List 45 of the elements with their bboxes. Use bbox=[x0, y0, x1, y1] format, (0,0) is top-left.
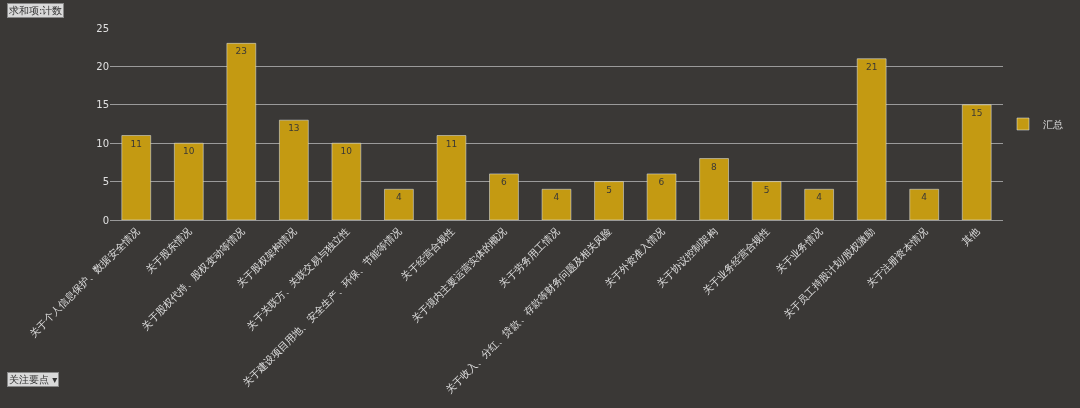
data-label: 13 bbox=[288, 123, 300, 134]
y-tick-label: 10 bbox=[96, 137, 109, 149]
bar bbox=[856, 58, 887, 220]
bar bbox=[751, 181, 782, 220]
data-label: 11 bbox=[130, 138, 142, 149]
y-tick-label: 5 bbox=[102, 176, 109, 188]
data-label: 6 bbox=[500, 176, 507, 187]
data-label: 5 bbox=[606, 184, 612, 195]
bar bbox=[174, 142, 204, 220]
data-label: 4 bbox=[921, 192, 928, 203]
bar bbox=[489, 173, 519, 220]
text: 求和项:计数 bbox=[9, 5, 63, 16]
bar bbox=[436, 135, 467, 220]
text: 关注要点 ▾ bbox=[9, 374, 58, 385]
data-label: 8 bbox=[711, 161, 718, 172]
data-label: 11 bbox=[445, 138, 458, 149]
bar bbox=[226, 43, 257, 220]
data-label: 21 bbox=[865, 61, 878, 72]
y-tick-label: 20 bbox=[96, 60, 109, 72]
bar bbox=[384, 189, 414, 220]
y-tick-label: 25 bbox=[96, 22, 109, 34]
bar bbox=[121, 135, 151, 220]
data-label: 10 bbox=[340, 146, 353, 157]
bar bbox=[699, 158, 729, 220]
data-label: 5 bbox=[763, 184, 770, 195]
bar bbox=[594, 181, 624, 220]
x-tick-label: 其他 bbox=[959, 225, 982, 248]
y-tick-label: 0 bbox=[102, 214, 109, 226]
data-label: 10 bbox=[182, 146, 195, 157]
bar bbox=[331, 142, 362, 220]
x-tick-label: 关于个人信息保护、数据安全情况 bbox=[27, 225, 142, 340]
data-label: 6 bbox=[658, 176, 665, 187]
data-label: 15 bbox=[971, 107, 983, 118]
data-label: 4 bbox=[816, 192, 823, 203]
bar bbox=[804, 189, 834, 220]
bar bbox=[541, 189, 572, 220]
data-label: 4 bbox=[395, 192, 402, 203]
bar bbox=[646, 173, 677, 220]
data-label: 4 bbox=[553, 192, 560, 203]
legend-label: 汇总 bbox=[1043, 118, 1063, 130]
data-label: 23 bbox=[235, 46, 248, 57]
bar bbox=[962, 104, 992, 220]
bar bbox=[909, 189, 939, 220]
y-tick-label: 15 bbox=[96, 99, 109, 111]
bar bbox=[279, 119, 309, 220]
